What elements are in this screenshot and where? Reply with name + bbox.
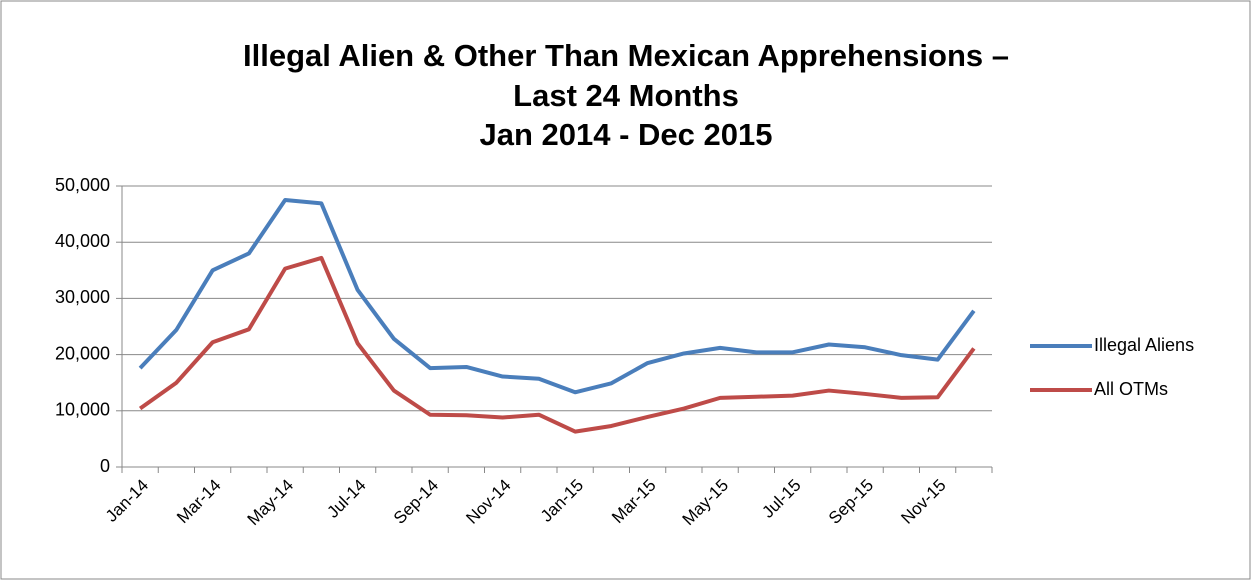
y-tick-label: 0 [100,456,110,476]
legend-label: Illegal Aliens [1094,335,1194,355]
chart-title: Last 24 Months [513,78,739,113]
y-tick-label: 40,000 [55,231,110,251]
y-tick-label: 30,000 [55,287,110,307]
legend-label: All OTMs [1094,379,1168,399]
y-tick-label: 10,000 [55,400,110,420]
line-series [138,255,976,434]
line-series [138,198,976,395]
chart-title: Jan 2014 - Dec 2015 [480,117,773,152]
chart-title: Illegal Alien & Other Than Mexican Appre… [243,38,1009,73]
y-tick-label: 20,000 [55,343,110,363]
y-tick-label: 50,000 [55,175,110,195]
